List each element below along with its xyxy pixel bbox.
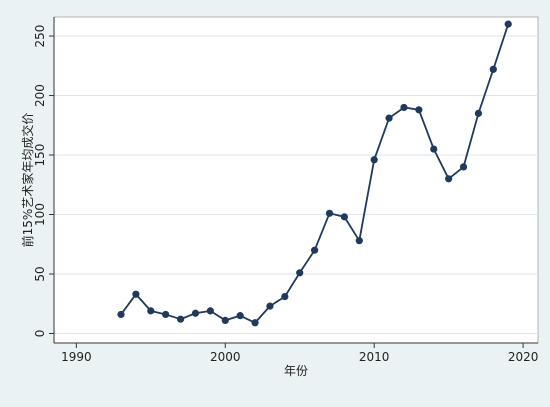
series: [117, 20, 512, 327]
data-point: [221, 316, 229, 324]
data-point: [266, 302, 274, 310]
x-tick-label: 2020: [508, 350, 539, 364]
y-axis-label: 前15%艺术家年均成交价: [20, 113, 35, 248]
y-tick-label: 0: [33, 330, 47, 338]
plot-area: [53, 16, 539, 344]
data-point: [370, 156, 378, 164]
data-point: [340, 213, 348, 221]
x-tick-label: 2000: [210, 350, 241, 364]
data-point: [459, 163, 468, 171]
y-tick-label: 150: [33, 144, 47, 167]
data-point: [385, 114, 393, 122]
data-point: [474, 109, 483, 117]
data-point: [415, 106, 423, 114]
data-point: [489, 65, 497, 73]
data-point: [147, 307, 155, 315]
y-tick-label: 100: [33, 203, 47, 226]
data-point: [504, 20, 512, 28]
ticks: 0 50 100 150 200 250 1990 2000 2010 2020: [33, 25, 538, 364]
data-point: [355, 237, 363, 245]
y-tick-label: 200: [33, 84, 47, 107]
data-point: [176, 315, 185, 323]
x-tick-label: 2010: [359, 350, 390, 364]
y-tick-label: 250: [33, 25, 47, 48]
data-point: [206, 307, 214, 315]
data-point: [236, 312, 244, 320]
data-point: [132, 290, 140, 298]
data-point: [311, 246, 319, 254]
x-tick-label: 1990: [61, 350, 92, 364]
data-point: [296, 269, 304, 277]
grid: [54, 35, 538, 334]
data-point: [191, 309, 200, 317]
data-point: [117, 310, 125, 319]
data-point: [162, 310, 170, 319]
data-point: [281, 292, 289, 301]
data-point: [400, 103, 408, 112]
data-point: [430, 145, 438, 153]
axes: [53, 17, 538, 344]
data-point: [325, 209, 334, 217]
x-axis-label: 年份: [284, 364, 308, 378]
y-tick-label: 50: [33, 266, 47, 281]
data-point: [445, 175, 453, 183]
data-point: [251, 319, 259, 327]
